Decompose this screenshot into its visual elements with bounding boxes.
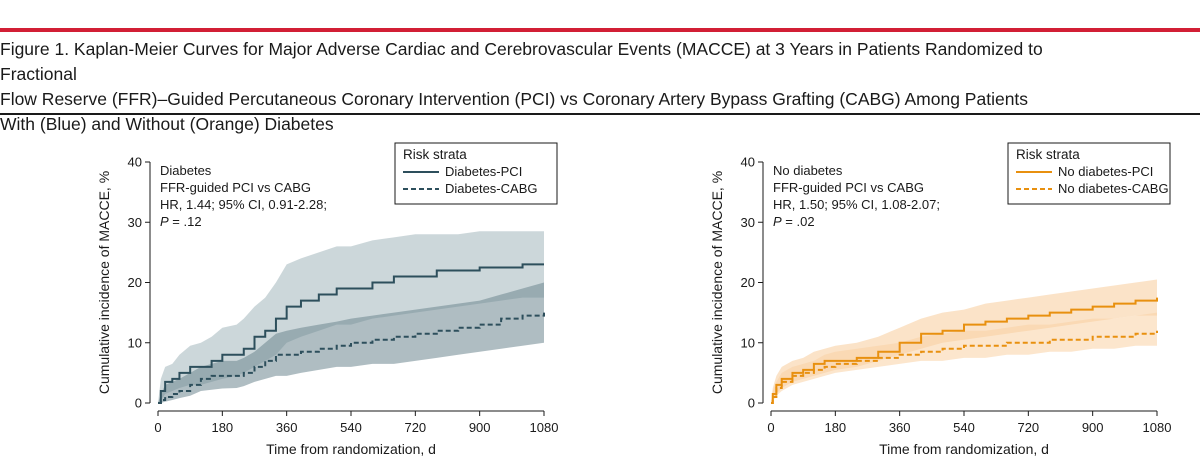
annotation-comparison: FFR-guided PCI vs CABG	[773, 180, 924, 195]
series-line-diabetes-cabg	[158, 312, 545, 404]
diabetes-chart: 0 10 20 30 40 0 180 360 540 720 900 1080 Time from r…	[96, 142, 559, 457]
y-tick-label: 10	[128, 335, 142, 350]
y-tick-label: 0	[135, 396, 142, 411]
p-label: P	[160, 214, 169, 229]
y-tick-label: 30	[741, 215, 755, 230]
y-tick-label: 30	[128, 215, 142, 230]
annotation-p-value: P = .12	[160, 214, 202, 229]
figure-title: Figure 1. Kaplan-Meier Curves for Major …	[0, 37, 1100, 137]
legend-title: Risk strata	[1016, 147, 1080, 162]
x-tick-label: 0	[767, 420, 774, 435]
legend-title: Risk strata	[403, 147, 467, 162]
legend-item-label: Diabetes-PCI	[445, 164, 522, 179]
p-label: P	[773, 214, 782, 229]
x-tick-label: 360	[276, 420, 298, 435]
figure-title-line: With (Blue) and Without (Orange) Diabete…	[0, 114, 334, 134]
y-tick-label: 10	[741, 335, 755, 350]
series-line-diabetes-pci	[158, 263, 544, 404]
x-tick-label: 180	[211, 420, 233, 435]
ci-band-diabetes-cabg	[158, 282, 544, 403]
title-divider	[0, 113, 1200, 115]
legend-item-label: No diabetes-CABG	[1058, 181, 1169, 196]
x-tick-label: 900	[1082, 420, 1104, 435]
x-tick-label: 0	[154, 420, 161, 435]
annotation-group: Diabetes	[160, 163, 212, 178]
legend-box	[1007, 142, 1171, 205]
y-tick-label: 20	[128, 275, 142, 290]
x-tick-label: 540	[953, 420, 975, 435]
x-axis-label: Time from randomization, d	[266, 441, 436, 457]
p-value: = .12	[169, 214, 202, 229]
ci-band-no-diabetes-pci	[771, 279, 1157, 403]
y-tick-label: 40	[128, 155, 142, 170]
y-axis-label: Cumulative incidence of MACCE, %	[96, 171, 112, 394]
x-tick-label: 180	[824, 420, 846, 435]
legend-item-label: Diabetes-CABG	[445, 181, 537, 196]
x-axis-label: Time from randomization, d	[879, 441, 1049, 457]
x-tick-label: 360	[889, 420, 911, 435]
x-tick-label: 900	[469, 420, 491, 435]
annotation-hazard-ratio: HR, 1.44; 95% CI, 0.91-2.28;	[160, 197, 327, 212]
series-line-no-diabetes-cabg	[771, 330, 1158, 404]
legend-box	[394, 142, 558, 205]
legend-item-label: No diabetes-PCI	[1058, 164, 1153, 179]
figure-title-line: Flow Reserve (FFR)–Guided Percutaneous C…	[0, 89, 1029, 109]
annotation-p-value: P = .02	[773, 214, 815, 229]
y-axis-label: Cumulative incidence of MACCE, %	[709, 171, 725, 394]
y-tick-label: 40	[741, 155, 755, 170]
annotation-comparison: FFR-guided PCI vs CABG	[160, 180, 311, 195]
x-tick-label: 720	[404, 420, 426, 435]
x-tick-label: 540	[340, 420, 362, 435]
annotation-hazard-ratio: HR, 1.50; 95% CI, 1.08-2.07;	[773, 197, 940, 212]
p-value: = .02	[782, 214, 815, 229]
no-diabetes-chart: 0 10 20 30 40 0 180 360 540 720 900 1080 Time from r…	[709, 142, 1172, 457]
y-tick-label: 20	[741, 275, 755, 290]
figure-title-line: Figure 1. Kaplan-Meier Curves for Major …	[0, 39, 1043, 84]
x-tick-label: 1080	[530, 420, 559, 435]
ci-band-no-diabetes-cabg	[771, 312, 1157, 403]
x-tick-label: 720	[1017, 420, 1039, 435]
y-tick-label: 0	[748, 396, 755, 411]
annotation-group: No diabetes	[773, 163, 843, 178]
x-tick-label: 1080	[1143, 420, 1172, 435]
header-accent-rule	[0, 28, 1200, 32]
